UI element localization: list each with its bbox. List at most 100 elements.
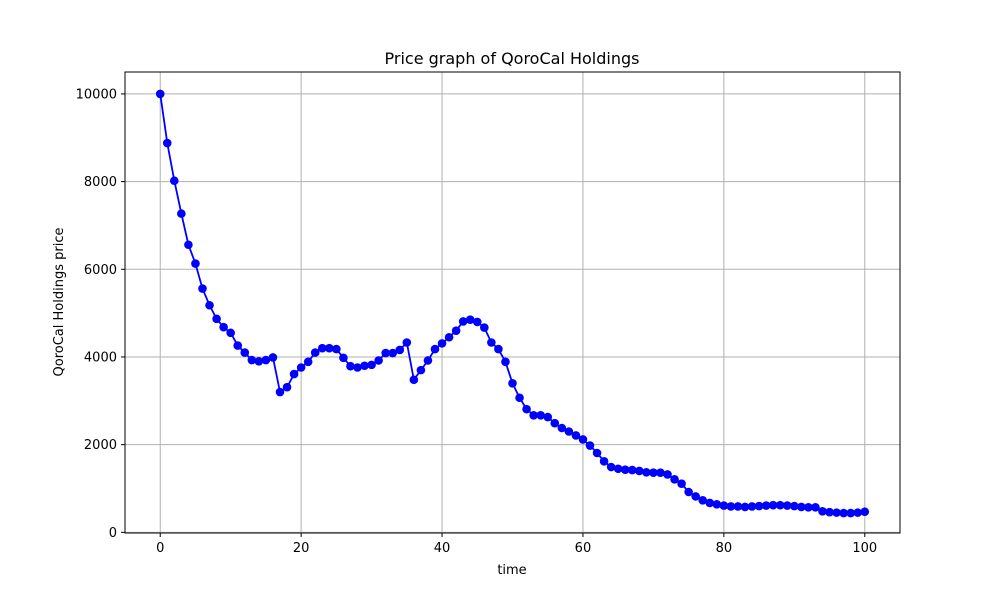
data-point xyxy=(275,387,285,397)
data-point xyxy=(409,375,419,385)
data-point xyxy=(346,361,355,371)
data-point xyxy=(155,89,165,99)
data-point xyxy=(663,470,672,479)
data-point xyxy=(494,344,503,354)
data-point xyxy=(860,507,870,517)
data-point xyxy=(430,344,440,354)
y-tick-label: 6000 xyxy=(84,263,117,278)
y-tick-label: 4000 xyxy=(84,350,117,365)
data-point xyxy=(768,500,778,510)
data-point xyxy=(635,466,644,476)
data-point xyxy=(254,357,264,366)
data-point xyxy=(381,348,390,358)
data-point xyxy=(233,341,243,350)
data-point xyxy=(360,361,369,371)
data-point xyxy=(508,378,517,388)
data-point xyxy=(339,353,348,363)
data-point xyxy=(529,410,538,420)
data-point xyxy=(797,502,806,512)
data-point xyxy=(268,353,278,362)
data-point xyxy=(162,138,172,148)
data-point xyxy=(677,479,686,488)
data-point xyxy=(219,322,228,332)
data-point xyxy=(754,501,764,511)
data-point xyxy=(670,474,679,484)
data-point xyxy=(606,462,616,472)
data-point xyxy=(818,506,827,516)
data-point xyxy=(564,427,574,436)
data-point xyxy=(761,501,771,510)
x-tick-label: 0 xyxy=(156,541,164,556)
data-point xyxy=(289,369,299,379)
data-point xyxy=(613,464,623,474)
data-point xyxy=(416,365,426,375)
y-axis-title: QoroCal Holdings price xyxy=(52,228,67,377)
data-point xyxy=(177,209,186,218)
data-point xyxy=(691,492,700,501)
data-point xyxy=(543,412,553,422)
data-point xyxy=(522,404,531,414)
y-tick-label: 0 xyxy=(109,526,117,541)
series-group xyxy=(155,89,870,518)
data-point xyxy=(853,508,863,517)
y-axis-ticks: 0 2000 4000 6000 8000 10000 xyxy=(76,87,125,541)
data-point xyxy=(353,363,362,372)
data-point xyxy=(733,502,743,511)
data-point xyxy=(592,448,602,458)
data-point xyxy=(191,259,200,268)
x-tick-label: 60 xyxy=(575,541,592,556)
data-point xyxy=(472,317,482,327)
data-point xyxy=(296,363,306,372)
data-point xyxy=(719,501,729,510)
data-point xyxy=(444,332,454,342)
plot-area-frame xyxy=(124,71,901,534)
data-point xyxy=(684,487,693,497)
data-point xyxy=(395,345,405,355)
x-tick-label: 20 xyxy=(293,541,310,556)
data-point xyxy=(458,317,468,326)
data-point xyxy=(240,348,250,357)
data-point xyxy=(374,356,383,365)
data-point xyxy=(740,502,750,512)
x-tick-label: 40 xyxy=(434,541,451,556)
data-point xyxy=(571,431,581,440)
data-point xyxy=(184,240,193,250)
data-point xyxy=(557,423,567,433)
data-point xyxy=(790,501,799,511)
data-point xyxy=(423,356,433,365)
data-point xyxy=(811,503,820,512)
data-point xyxy=(747,502,757,511)
data-point xyxy=(205,300,214,310)
data-point xyxy=(656,468,665,478)
data-point xyxy=(332,344,341,354)
data-point xyxy=(599,457,609,466)
data-point xyxy=(550,418,560,428)
data-point xyxy=(212,314,221,324)
data-point xyxy=(620,465,630,474)
data-point xyxy=(712,499,722,509)
chart-title: Price graph of QoroCal Holdings xyxy=(385,49,640,68)
data-point xyxy=(804,503,813,512)
data-point xyxy=(642,467,651,477)
x-tick-label: 100 xyxy=(852,541,877,556)
y-tick-label: 8000 xyxy=(84,175,117,190)
data-point xyxy=(726,502,736,511)
data-point xyxy=(832,508,841,517)
data-point xyxy=(487,338,496,347)
data-point xyxy=(649,468,658,478)
data-point xyxy=(578,435,588,444)
data-point xyxy=(775,500,785,510)
data-point xyxy=(317,343,327,353)
data-point xyxy=(480,323,489,332)
data-point xyxy=(846,508,855,518)
data-point xyxy=(402,338,412,347)
data-point xyxy=(627,465,637,475)
data-point xyxy=(465,315,475,325)
x-axis-title: time xyxy=(497,563,526,578)
data-point xyxy=(705,498,715,508)
data-point xyxy=(536,410,545,420)
data-point xyxy=(310,348,320,357)
y-tick-label: 10000 xyxy=(76,87,117,102)
